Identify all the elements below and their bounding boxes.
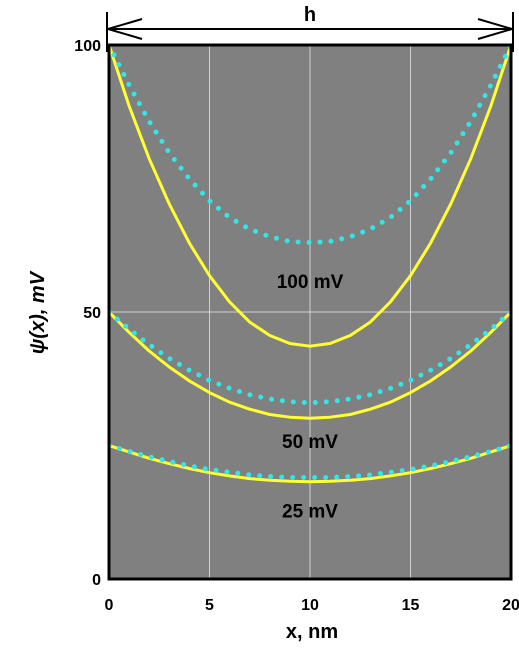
y-tick-label-50: 50 [83, 305, 101, 322]
x-tick-label-20: 20 [502, 597, 519, 614]
series-5-solid-line [109, 444, 511, 484]
curve-label-2: 50 mV [282, 432, 338, 453]
gridlines [109, 45, 511, 579]
y-tick-label-0: 0 [92, 572, 101, 589]
curve-annotations: 100 mV 50 mV 25 mV [277, 272, 344, 523]
x-tick-label-5: 5 [205, 597, 214, 614]
y-axis-title: ψ(x), mV [27, 270, 49, 354]
x-tick-label-10: 10 [301, 597, 319, 614]
series-3-solid-line [109, 310, 511, 420]
x-tick-label-0: 0 [105, 597, 114, 614]
width-label: h [304, 4, 316, 26]
tick-labels: 0 5 10 15 20 0 50 100 [74, 38, 519, 614]
curve-label-1: 100 mV [277, 272, 344, 293]
series-2-dotted-line [109, 45, 511, 246]
series-1-solid-line [109, 45, 511, 348]
dimension-arrow-left-head [107, 18, 143, 40]
x-tick-label-15: 15 [402, 597, 420, 614]
dimension-arrow-right-head [477, 18, 513, 40]
y-tick-label-100: 100 [74, 38, 101, 55]
plot-frame [107, 43, 513, 581]
series-6-dotted-line [109, 443, 511, 480]
curve-label-3: 25 mV [282, 502, 338, 523]
x-axis-title: x, nm [286, 621, 338, 643]
series-group [109, 45, 511, 484]
